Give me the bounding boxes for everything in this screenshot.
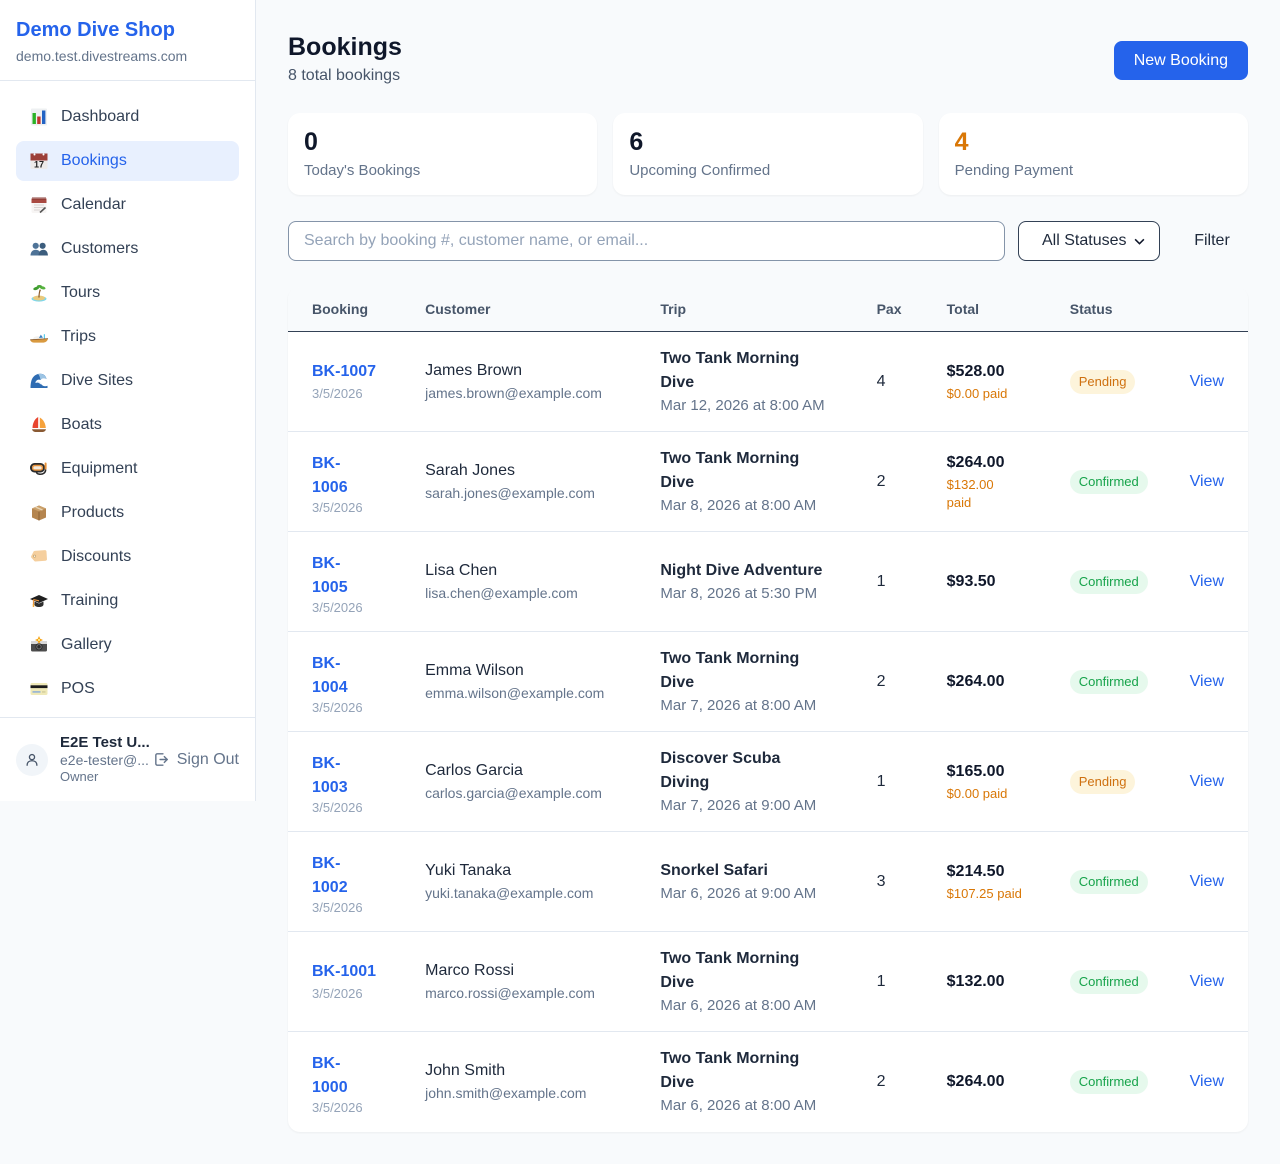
svg-text:17: 17	[34, 160, 44, 170]
